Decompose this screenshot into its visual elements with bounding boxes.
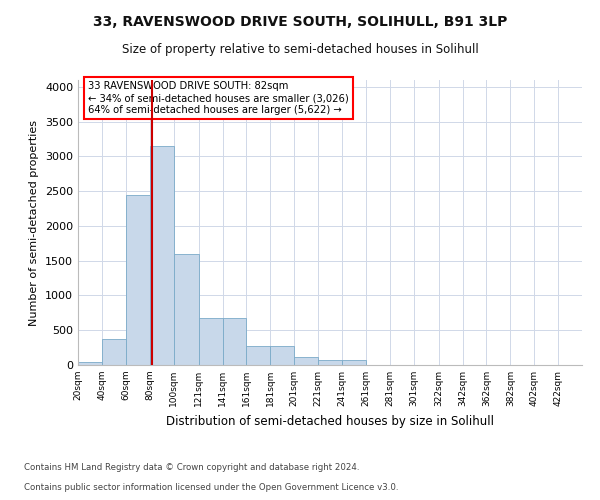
Text: 33 RAVENSWOOD DRIVE SOUTH: 82sqm
← 34% of semi-detached houses are smaller (3,02: 33 RAVENSWOOD DRIVE SOUTH: 82sqm ← 34% o… — [88, 82, 349, 114]
X-axis label: Distribution of semi-detached houses by size in Solihull: Distribution of semi-detached houses by … — [166, 414, 494, 428]
Y-axis label: Number of semi-detached properties: Number of semi-detached properties — [29, 120, 40, 326]
Bar — [270, 346, 294, 365]
Bar — [199, 318, 223, 365]
Bar — [149, 146, 173, 365]
Bar — [294, 358, 318, 365]
Bar — [126, 194, 149, 365]
Bar — [173, 254, 199, 365]
Bar — [78, 362, 102, 365]
Text: Contains public sector information licensed under the Open Government Licence v3: Contains public sector information licen… — [24, 484, 398, 492]
Bar — [318, 360, 342, 365]
Text: 33, RAVENSWOOD DRIVE SOUTH, SOLIHULL, B91 3LP: 33, RAVENSWOOD DRIVE SOUTH, SOLIHULL, B9… — [93, 15, 507, 29]
Bar — [247, 346, 270, 365]
Bar — [342, 360, 366, 365]
Bar — [102, 338, 126, 365]
Text: Size of property relative to semi-detached houses in Solihull: Size of property relative to semi-detach… — [122, 42, 478, 56]
Text: Contains HM Land Registry data © Crown copyright and database right 2024.: Contains HM Land Registry data © Crown c… — [24, 464, 359, 472]
Bar — [223, 318, 247, 365]
